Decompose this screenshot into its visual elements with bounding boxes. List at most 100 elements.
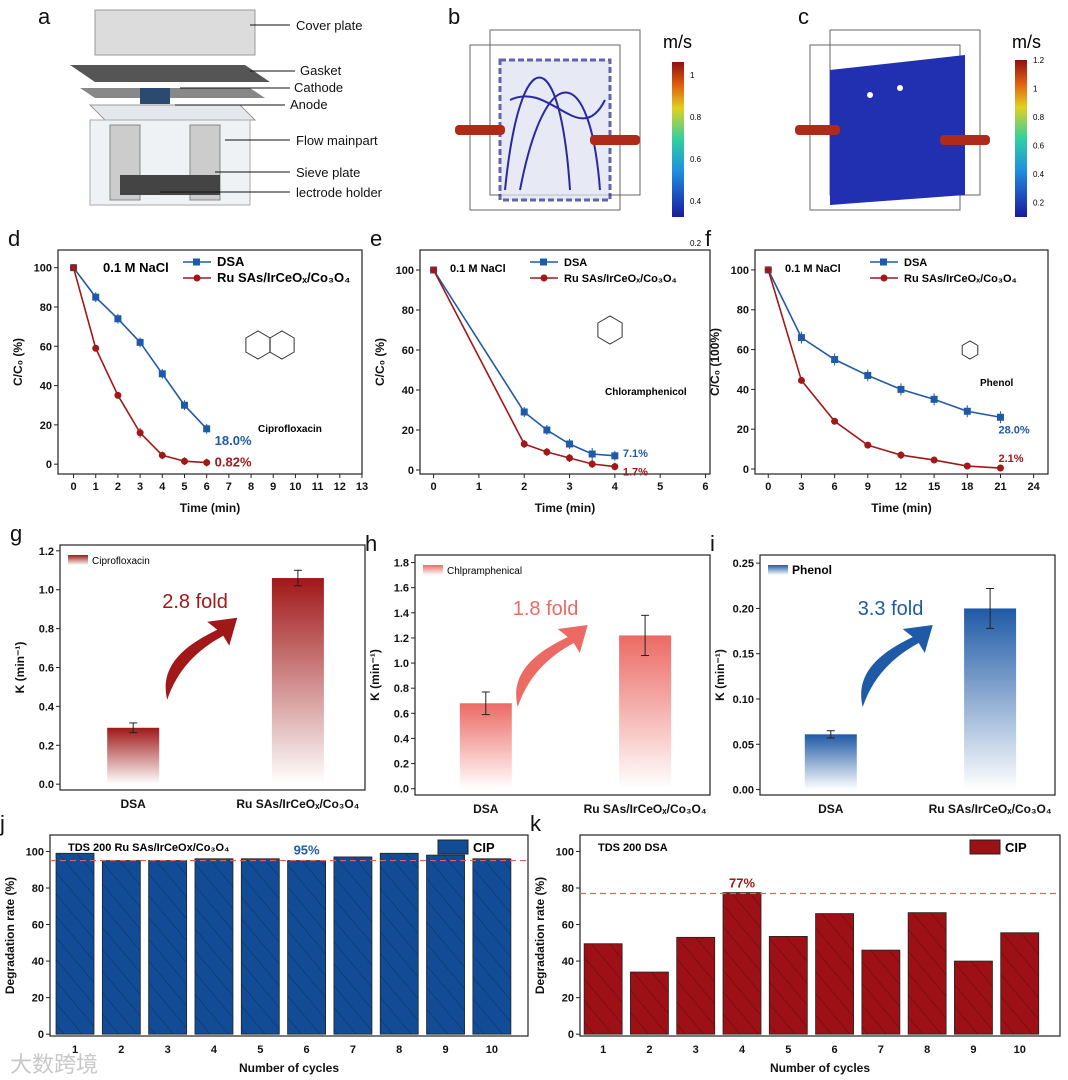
bar-hatch <box>908 912 947 1035</box>
x-tick-label: 0 <box>765 481 771 493</box>
x-axis-label: Time (min) <box>535 501 595 515</box>
x-tick-label: 10 <box>289 481 301 493</box>
x-tick-label: 12 <box>895 481 907 493</box>
data-point <box>611 452 619 460</box>
y-tick-label: 60 <box>40 341 52 353</box>
legend-marker <box>540 274 548 282</box>
label-flow-mainpart: Flow mainpart <box>296 133 378 148</box>
x-tick-label: 5 <box>657 481 663 493</box>
panel-letter: i <box>710 531 715 556</box>
data-point <box>158 370 166 378</box>
label-cover-plate: Cover plate <box>296 18 362 33</box>
x-tick-label: 1 <box>72 1044 78 1056</box>
x-tick-label: 8 <box>396 1044 402 1056</box>
colorbar-unit: m/s <box>663 32 692 52</box>
end-value-label: 28.0% <box>998 424 1029 436</box>
molecule-name: Ciprofloxacin <box>258 424 322 435</box>
molecule-structure-icon <box>269 330 295 360</box>
condition-label: 0.1 M NaCl <box>103 260 169 275</box>
velocity-simulation <box>795 29 990 211</box>
reference-label: 95% <box>294 843 320 858</box>
panel-letter: g <box>10 521 22 546</box>
fold-label: 1.8 fold <box>513 598 579 620</box>
bar-hatch <box>287 860 326 1035</box>
plot-frame <box>49 834 529 1037</box>
plot-frame <box>414 554 711 796</box>
data-point <box>203 425 211 433</box>
y-tick-label: 80 <box>32 883 44 895</box>
fold-arrow-icon <box>165 617 238 700</box>
colorbar-tick-label: 0.6 <box>1033 142 1045 151</box>
data-point <box>114 391 122 399</box>
chart-k: k 0 20 40 60 80 100 Degradation rate (%) Number … <box>530 811 1061 1075</box>
y-tick-label: 80 <box>40 302 52 314</box>
bar-ru <box>964 608 1017 790</box>
y-tick-label: 0.4 <box>394 733 410 745</box>
x-tick-label: 9 <box>865 481 871 493</box>
condition-label: TDS 200 DSA <box>598 842 668 854</box>
y-tick-label: 0 <box>46 459 52 471</box>
bar-hatch <box>426 855 465 1035</box>
x-tick-label: DSA <box>473 802 499 816</box>
data-point <box>588 460 596 468</box>
x-tick-label: 9 <box>442 1044 448 1056</box>
y-tick-label: 80 <box>402 305 414 317</box>
data-point <box>864 371 872 379</box>
y-tick-label: 0.8 <box>394 683 409 695</box>
data-point <box>963 407 971 415</box>
x-tick-label: 4 <box>159 481 166 493</box>
y-axis-label: K (min⁻¹) <box>713 649 727 701</box>
data-point <box>831 356 839 364</box>
x-tick-label: 12 <box>334 481 346 493</box>
colorbar-tick-label: 0.4 <box>690 197 702 206</box>
data-point <box>114 315 122 323</box>
label-anode: Anode <box>290 97 328 112</box>
end-value-label: 7.1% <box>623 448 648 460</box>
cover-plate-shape <box>70 65 270 82</box>
y-tick-label: 40 <box>32 956 44 968</box>
y-tick-label: 0 <box>568 1029 574 1041</box>
y-tick-label: 60 <box>32 920 44 932</box>
x-tick-label: 6 <box>832 1044 838 1056</box>
y-tick-label: 20 <box>40 420 52 432</box>
x-tick-label: DSA <box>121 797 147 811</box>
y-tick-label: 40 <box>40 381 52 393</box>
x-tick-label: Ru SAs/IrCeOₓ/Co₃O₄ <box>929 802 1052 816</box>
x-tick-label: 6 <box>832 481 838 493</box>
x-tick-label: 4 <box>612 481 619 493</box>
colorbar <box>1015 60 1027 217</box>
bar-hatch <box>815 913 854 1035</box>
panel-letter: b <box>448 4 460 29</box>
x-tick-label: 8 <box>924 1044 930 1056</box>
panel-letter: c <box>798 4 809 29</box>
chart-g: g 0.0 0.2 0.4 0.6 0.8 1.0 1.2 K (min⁻¹) DSA Ru SAs… <box>10 521 366 811</box>
y-tick-label: 100 <box>731 265 749 277</box>
colorbar-tick-label: 0.2 <box>690 239 702 248</box>
panel-letter: h <box>365 531 377 556</box>
bar-hatch <box>723 892 762 1035</box>
bar-hatch <box>630 972 669 1035</box>
data-point <box>897 385 905 393</box>
colorbar-tick-label: 0.2 <box>1033 199 1045 208</box>
legend-label: Ru SAs/IrCeOₓ/Co₃O₄ <box>564 273 677 285</box>
x-tick-label: 9 <box>270 481 276 493</box>
series-line-ru <box>767 269 1001 469</box>
bar-hatch <box>472 858 511 1035</box>
legend-label: DSA <box>564 257 587 269</box>
molecule-name: Phenol <box>980 378 1014 389</box>
legend-marker <box>880 274 888 282</box>
y-tick-label: 0.2 <box>39 740 54 752</box>
x-tick-label: 3 <box>566 481 572 493</box>
x-tick-label: 6 <box>204 481 210 493</box>
colorbar-unit: m/s <box>1012 32 1041 52</box>
y-tick-label: 100 <box>556 846 574 858</box>
data-point <box>203 459 211 467</box>
bar-hatch <box>148 860 187 1035</box>
bar-hatch <box>380 853 419 1035</box>
legend-label: Phenol <box>792 563 832 577</box>
legend-label: CIP <box>1005 840 1027 855</box>
y-tick-label: 0 <box>743 464 749 476</box>
y-tick-label: 0.20 <box>733 603 754 615</box>
bar-ru <box>619 635 672 789</box>
